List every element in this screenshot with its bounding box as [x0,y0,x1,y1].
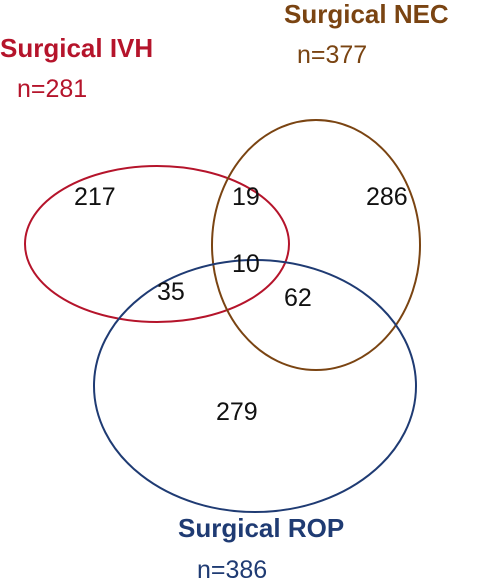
region-ivh-nec: 19 [232,183,260,211]
region-nec-only: 286 [366,183,408,211]
rop-title: Surgical ROP [178,513,344,543]
ivh-circle [24,165,290,323]
region-rop-only: 279 [216,398,258,426]
nec-count: n=377 [297,41,367,69]
nec-title: Surgical NEC [284,0,449,29]
ivh-count: n=281 [17,75,87,103]
region-ivh-only: 217 [74,183,116,211]
region-nec-rop: 62 [284,284,312,312]
rop-count: n=386 [197,556,267,579]
ivh-title: Surgical IVH [0,33,153,63]
nec-circle [211,119,421,371]
rop-circle [93,259,417,513]
region-ivh-rop: 35 [157,278,185,306]
region-all-three: 10 [232,250,260,278]
